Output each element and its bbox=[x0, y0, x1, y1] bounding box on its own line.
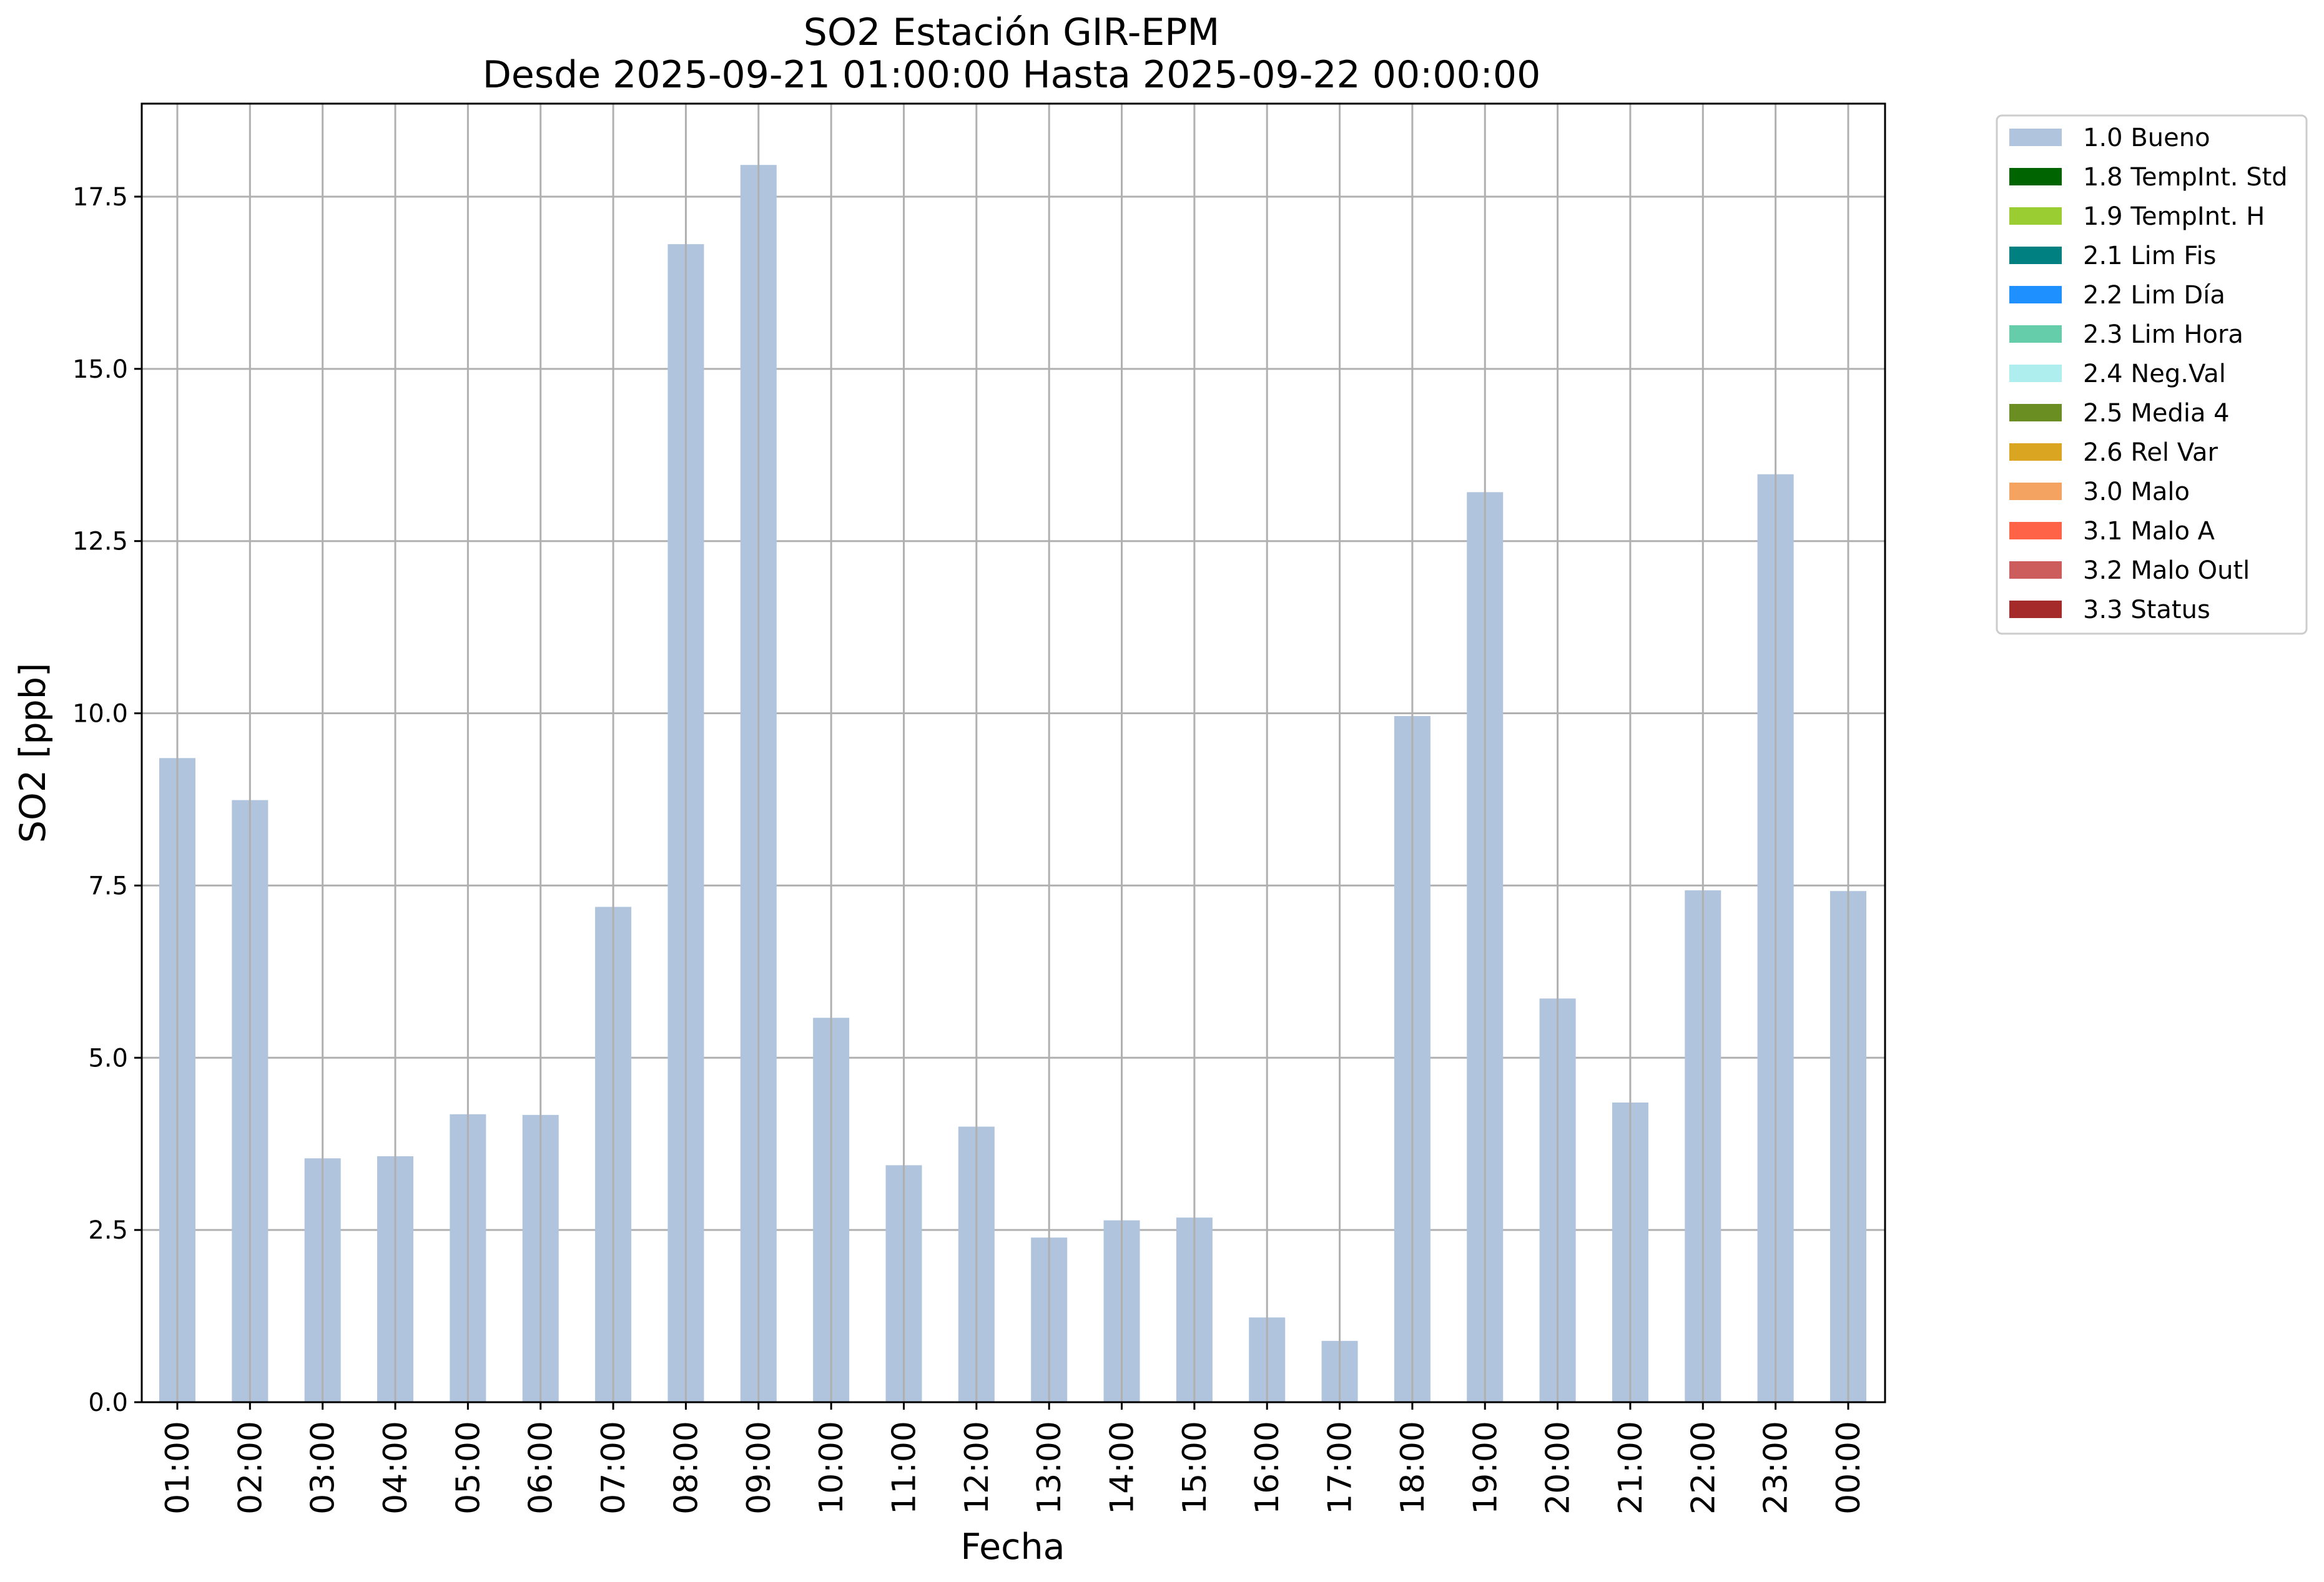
vertical-grid-lines bbox=[176, 104, 1849, 1402]
y-tick-label: 5.0 bbox=[88, 1044, 128, 1073]
legend-label: 2.1 Lim Fis bbox=[2083, 242, 2216, 270]
x-tick-label: 22:00 bbox=[1685, 1421, 1722, 1515]
legend-swatch bbox=[2009, 561, 2062, 579]
x-tick-label: 17:00 bbox=[1322, 1421, 1359, 1515]
x-tick-label: 06:00 bbox=[523, 1421, 560, 1515]
x-tick-label: 05:00 bbox=[450, 1421, 487, 1515]
y-axis-ticks: 0.0 2.5 5.0 7.5 10.0 12.5 15.0 17.5 bbox=[72, 183, 142, 1417]
legend-swatch bbox=[2009, 286, 2062, 303]
legend-swatch bbox=[2009, 325, 2062, 343]
x-tick-label: 07:00 bbox=[595, 1421, 633, 1515]
legend-label: 2.5 Media 4 bbox=[2083, 399, 2230, 428]
legend-label: 3.2 Malo Outl bbox=[2083, 556, 2250, 585]
grid-lines bbox=[142, 195, 1885, 1231]
legend-swatch bbox=[2009, 168, 2062, 185]
x-axis-label: Fecha bbox=[960, 1526, 1065, 1568]
legend-swatch bbox=[2009, 207, 2062, 225]
x-tick-label: 21:00 bbox=[1612, 1421, 1650, 1515]
x-tick-label: 03:00 bbox=[305, 1421, 342, 1515]
legend-swatch bbox=[2009, 483, 2062, 500]
legend-label: 3.0 Malo bbox=[2083, 478, 2190, 506]
x-tick-label: 10:00 bbox=[813, 1421, 850, 1515]
legend-swatch bbox=[2009, 522, 2062, 539]
legend-label: 1.9 TempInt. H bbox=[2083, 202, 2265, 231]
x-tick-label: 14:00 bbox=[1104, 1421, 1141, 1515]
y-tick-label: 10.0 bbox=[72, 700, 128, 729]
y-tick-label: 0.0 bbox=[88, 1388, 128, 1417]
legend-label: 3.3 Status bbox=[2083, 596, 2210, 624]
x-tick-label: 20:00 bbox=[1540, 1421, 1577, 1515]
y-tick-label: 17.5 bbox=[72, 183, 128, 212]
y-tick-label: 12.5 bbox=[72, 528, 128, 556]
x-tick-label: 12:00 bbox=[958, 1421, 996, 1515]
x-tick-label: 19:00 bbox=[1467, 1421, 1504, 1515]
legend-label: 2.3 Lim Hora bbox=[2083, 320, 2243, 349]
x-tick-label: 15:00 bbox=[1176, 1421, 1214, 1515]
x-tick-label: 08:00 bbox=[667, 1421, 705, 1515]
chart-title-line2: Desde 2025-09-21 01:00:00 Hasta 2025-09-… bbox=[483, 53, 1541, 97]
x-tick-label: 01:00 bbox=[159, 1421, 197, 1515]
legend-swatch bbox=[2009, 365, 2062, 382]
chart-title-line1: SO2 Estación GIR-EPM bbox=[804, 11, 1219, 54]
x-tick-label: 02:00 bbox=[232, 1421, 269, 1515]
legend-swatch bbox=[2009, 601, 2062, 618]
legend: 1.0 Bueno 1.8 TempInt. Std 1.9 TempInt. H 2… bbox=[1996, 114, 2308, 635]
legend-label: 3.1 Malo A bbox=[2083, 517, 2215, 546]
x-tick-label: 23:00 bbox=[1758, 1421, 1795, 1515]
x-tick-label: 09:00 bbox=[741, 1421, 778, 1515]
legend-label: 2.4 Neg.Val bbox=[2083, 360, 2226, 388]
legend-swatch bbox=[2009, 129, 2062, 146]
legend-label: 1.8 TempInt. Std bbox=[2083, 163, 2288, 192]
legend-label: 1.0 Bueno bbox=[2083, 124, 2210, 152]
legend-swatch bbox=[2009, 247, 2062, 264]
x-tick-label: 11:00 bbox=[885, 1421, 923, 1515]
legend-label: 2.6 Rel Var bbox=[2083, 438, 2218, 467]
x-tick-label: 04:00 bbox=[377, 1421, 415, 1515]
legend-label: 2.2 Lim Día bbox=[2083, 281, 2225, 310]
legend-swatch bbox=[2009, 404, 2062, 421]
y-tick-label: 2.5 bbox=[88, 1216, 128, 1245]
legend-frame bbox=[1996, 114, 2308, 635]
x-tick-label: 13:00 bbox=[1031, 1421, 1068, 1515]
plot-area-frame bbox=[140, 102, 1886, 1403]
y-tick-label: 7.5 bbox=[88, 872, 128, 900]
x-tick-label: 16:00 bbox=[1249, 1421, 1286, 1515]
y-axis-label: SO2 [ppb] bbox=[12, 663, 54, 843]
x-axis-ticks: 01:00 02:00 03:00 04:00 05:00 06:00 07:00 08:00… bbox=[159, 1402, 1868, 1515]
y-tick-label: 15.0 bbox=[72, 355, 128, 384]
x-tick-label: 00:00 bbox=[1830, 1421, 1868, 1515]
legend-swatch bbox=[2009, 443, 2062, 461]
x-tick-label: 18:00 bbox=[1394, 1421, 1432, 1515]
